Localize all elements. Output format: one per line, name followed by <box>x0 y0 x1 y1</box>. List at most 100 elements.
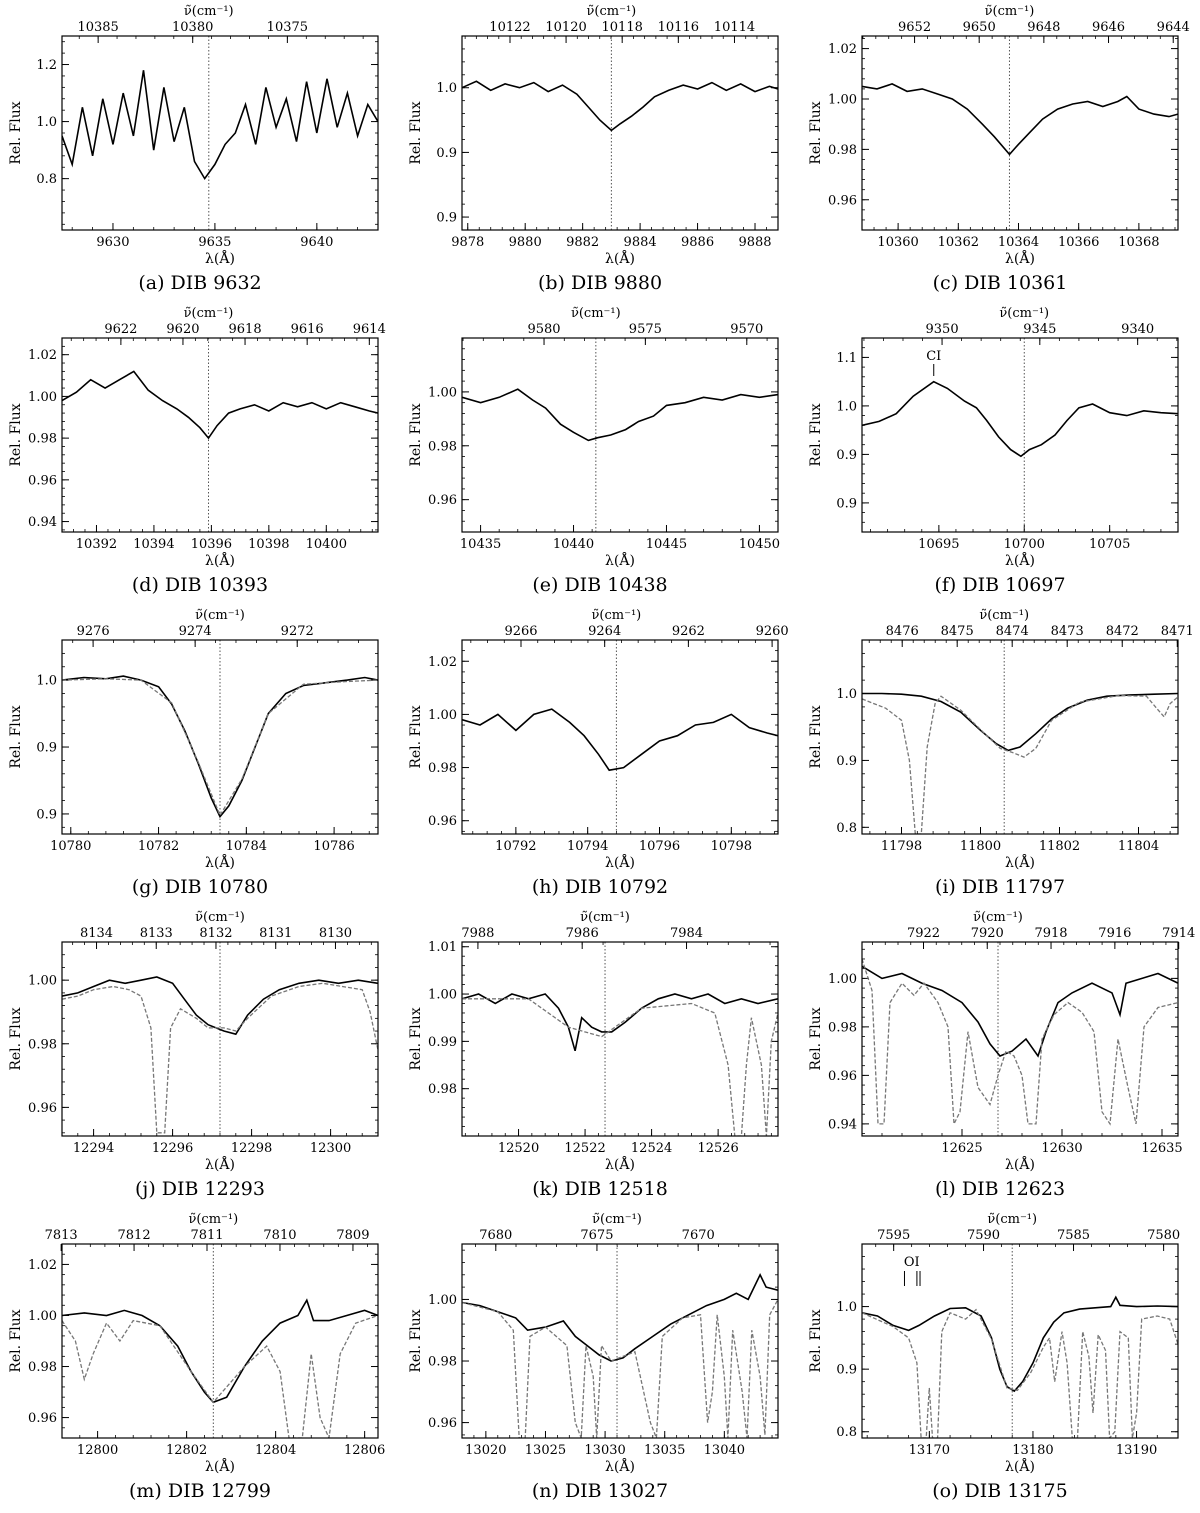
y-tick-label: 1.0 <box>836 399 857 414</box>
y-axis-label: Rel. Flux <box>808 1309 824 1372</box>
x-axis-label: λ(Å) <box>1005 1155 1035 1173</box>
x-tick-label: 10705 <box>1089 537 1130 552</box>
y-axis-label: Rel. Flux <box>408 1309 424 1372</box>
top-axis-label: ν̃(cm⁻¹) <box>184 306 234 321</box>
model-spectrum-line <box>462 998 778 1136</box>
observed-spectrum-line <box>62 675 378 819</box>
x-tick-label: 12635 <box>1141 1141 1182 1156</box>
top-axis-label: ν̃(cm⁻¹) <box>580 910 630 925</box>
y-tick-label: 1.00 <box>428 988 457 1003</box>
y-tick-label: 1.0 <box>836 1300 857 1315</box>
top-tick-label: 7680 <box>479 1228 512 1243</box>
observed-spectrum-line <box>462 993 778 1052</box>
top-tick-label: 10375 <box>267 20 308 35</box>
plot-frame <box>461 1243 779 1439</box>
top-tick-label: 9260 <box>756 624 789 639</box>
series-group <box>62 370 378 440</box>
x-tick-label: 10368 <box>1118 235 1159 250</box>
top-tick-label: 7813 <box>45 1228 78 1243</box>
model-spectrum-line <box>462 1299 778 1438</box>
x-axis-label: λ(Å) <box>605 551 635 569</box>
top-tick-label: 9644 <box>1157 20 1190 35</box>
y-tick-label: 1.2 <box>36 58 57 73</box>
observed-spectrum-line <box>462 708 778 772</box>
x-tick-label: 10362 <box>938 235 979 250</box>
y-axis-label: Rel. Flux <box>408 1007 424 1070</box>
top-tick-label: 7988 <box>461 926 494 941</box>
top-tick-label: 7809 <box>336 1228 369 1243</box>
x-tick-label: 12526 <box>697 1141 738 1156</box>
x-tick-label: 10796 <box>639 839 680 854</box>
top-axis-label: ν̃(cm⁻¹) <box>195 608 245 623</box>
y-axis-label: Rel. Flux <box>808 1007 824 1070</box>
model-spectrum-line <box>62 1314 378 1438</box>
chart-panel: 12625 12630 12635 0.94 0.96 0.98 1.00 7922 7920 7… <box>800 906 1200 1208</box>
x-tick-label: 11802 <box>1039 839 1080 854</box>
x-tick-label: 10435 <box>460 537 501 552</box>
x-tick-label: 9635 <box>198 235 231 250</box>
series-group <box>862 692 1178 834</box>
x-tick-label: 12806 <box>344 1443 385 1458</box>
y-axis-label: Rel. Flux <box>808 101 824 164</box>
plot-frame <box>461 941 779 1137</box>
y-tick-label: 0.98 <box>28 1037 57 1052</box>
x-axis-label: λ(Å) <box>605 1457 635 1475</box>
panel-caption: (f) DIB 10697 <box>934 574 1066 596</box>
observed-spectrum-line <box>462 388 778 442</box>
series-group <box>462 993 778 1136</box>
series-group <box>462 1272 778 1438</box>
panel-caption: (k) DIB 12518 <box>532 1178 668 1200</box>
x-tick-label: 10786 <box>313 839 354 854</box>
chart-svg: 10695 10700 10705 0.9 0.9 1.0 1.1 9350 9345 9340 C… <box>808 306 1179 569</box>
model-spectrum-line <box>62 678 378 817</box>
top-tick-label: 9264 <box>588 624 621 639</box>
x-tick-label: 13020 <box>465 1443 506 1458</box>
x-tick-label: 12522 <box>564 1141 605 1156</box>
y-tick-label: 1.1 <box>836 351 857 366</box>
top-tick-label: 9650 <box>963 20 996 35</box>
y-tick-label: 0.96 <box>28 1411 57 1426</box>
x-tick-label: 12298 <box>231 1141 272 1156</box>
top-tick-label: 7918 <box>1034 926 1067 941</box>
top-axis-label: ν̃(cm⁻¹) <box>587 4 637 19</box>
x-axis-label: λ(Å) <box>205 249 235 267</box>
top-tick-label: 8131 <box>259 926 292 941</box>
chart-panel: 12800 12802 12804 12806 0.96 0.98 1.00 1.02 7813… <box>0 1208 400 1510</box>
x-tick-label: 10366 <box>1058 235 1099 250</box>
x-tick-label: 13035 <box>644 1443 685 1458</box>
series-group <box>462 388 778 442</box>
y-axis-label: Rel. Flux <box>808 705 824 768</box>
x-tick-label: 12802 <box>166 1443 207 1458</box>
x-tick-label: 10695 <box>918 537 959 552</box>
series-group <box>862 380 1178 458</box>
x-tick-label: 10798 <box>711 839 752 854</box>
x-axis-label: λ(Å) <box>205 551 235 569</box>
chart-svg: 9630 9635 9640 0.8 1.0 1.2 10385 10380 10375 λ(Å)… <box>8 4 379 267</box>
series-group <box>62 675 378 819</box>
y-tick-label: 0.96 <box>428 814 457 829</box>
observed-spectrum-line <box>62 370 378 440</box>
y-tick-label: 0.98 <box>428 439 457 454</box>
series-group <box>862 83 1178 156</box>
panel-caption: (i) DIB 11797 <box>934 876 1066 898</box>
top-axis-label: ν̃(cm⁻¹) <box>195 910 245 925</box>
x-tick-label: 9888 <box>738 235 771 250</box>
chart-svg: 10360 10362 10364 10366 10368 0.96 0.98 1.00 1.0… <box>808 4 1190 267</box>
observed-spectrum-line <box>862 965 1178 1058</box>
top-tick-label: 10122 <box>489 20 530 35</box>
top-tick-label: 7810 <box>263 1228 296 1243</box>
y-tick-label: 0.94 <box>28 515 57 530</box>
chart-svg: 13170 13180 13190 0.8 0.9 1.0 7595 7590 7585 7580… <box>808 1212 1180 1475</box>
panel-caption: (h) DIB 10792 <box>531 876 669 898</box>
plot-frame <box>461 35 779 231</box>
y-tick-label: 0.9 <box>36 741 57 756</box>
chart-panel: 9630 9635 9640 0.8 1.0 1.2 10385 10380 10375 λ(Å)… <box>0 0 400 302</box>
y-axis-label: Rel. Flux <box>408 101 424 164</box>
chart-svg: 11798 11800 11802 11804 0.8 0.9 1.0 8476 8475 847… <box>808 608 1194 871</box>
top-tick-label: 8130 <box>319 926 352 941</box>
panel-caption: (b) DIB 9880 <box>537 272 663 294</box>
observed-spectrum-line <box>862 83 1178 156</box>
y-axis-label: Rel. Flux <box>8 1309 24 1372</box>
y-tick-label: 0.8 <box>836 821 857 836</box>
top-tick-label: 10118 <box>602 20 643 35</box>
